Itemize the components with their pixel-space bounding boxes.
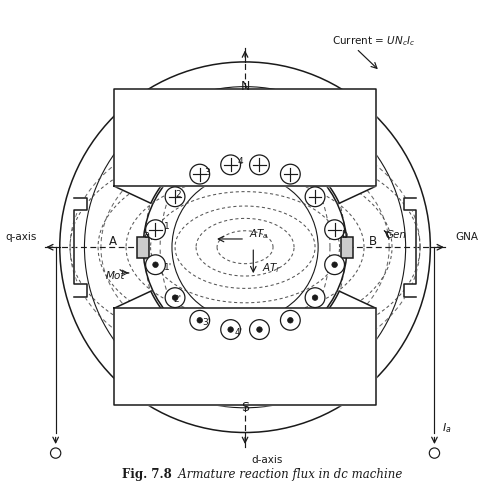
Text: Current = $UN_c I_c$: Current = $UN_c I_c$ bbox=[331, 34, 415, 48]
Circle shape bbox=[228, 327, 233, 332]
Text: 3: 3 bbox=[204, 168, 210, 177]
Circle shape bbox=[146, 220, 165, 240]
Text: $I_a$: $I_a$ bbox=[442, 422, 451, 436]
Circle shape bbox=[249, 155, 270, 174]
Circle shape bbox=[312, 295, 318, 300]
Circle shape bbox=[288, 318, 293, 323]
Circle shape bbox=[165, 288, 185, 308]
Circle shape bbox=[146, 255, 165, 274]
Circle shape bbox=[221, 155, 241, 174]
Text: 2: 2 bbox=[176, 190, 181, 199]
Circle shape bbox=[280, 310, 300, 330]
Circle shape bbox=[190, 310, 210, 330]
Circle shape bbox=[172, 295, 178, 300]
Text: N: N bbox=[241, 80, 250, 93]
Circle shape bbox=[190, 164, 210, 184]
Circle shape bbox=[197, 318, 202, 323]
Text: Fig. 7.8: Fig. 7.8 bbox=[122, 468, 171, 480]
Text: d-axis: d-axis bbox=[251, 455, 283, 465]
Circle shape bbox=[249, 320, 270, 340]
Text: S: S bbox=[241, 402, 249, 414]
Circle shape bbox=[153, 262, 158, 268]
Text: A: A bbox=[109, 234, 117, 248]
Text: Fig. 7.8   Armature reaction flux in dc machine: Fig. 7.8 Armature reaction flux in dc ma… bbox=[122, 468, 432, 480]
Text: Gen: Gen bbox=[385, 230, 406, 240]
Polygon shape bbox=[114, 291, 376, 392]
Text: $AT_a$: $AT_a$ bbox=[249, 227, 269, 240]
Circle shape bbox=[325, 255, 345, 274]
Text: q-axis: q-axis bbox=[6, 232, 37, 242]
Circle shape bbox=[332, 262, 337, 268]
Circle shape bbox=[257, 327, 262, 332]
Text: $AT_f$: $AT_f$ bbox=[262, 261, 281, 274]
Circle shape bbox=[305, 288, 325, 308]
Text: a: a bbox=[143, 230, 149, 240]
Polygon shape bbox=[74, 198, 86, 296]
Text: GNA: GNA bbox=[455, 232, 478, 242]
Text: b: b bbox=[341, 230, 347, 240]
Text: 4: 4 bbox=[237, 158, 243, 166]
Polygon shape bbox=[114, 308, 376, 406]
Text: 3': 3' bbox=[202, 318, 210, 327]
Polygon shape bbox=[404, 198, 416, 296]
Text: Armature reaction flux in dc machine: Armature reaction flux in dc machine bbox=[167, 468, 402, 480]
Circle shape bbox=[221, 320, 241, 340]
Text: 4': 4' bbox=[235, 328, 243, 337]
Circle shape bbox=[305, 187, 325, 206]
Text: B: B bbox=[369, 234, 377, 248]
Polygon shape bbox=[114, 103, 376, 204]
Polygon shape bbox=[114, 89, 376, 186]
Text: 1: 1 bbox=[164, 222, 169, 231]
Text: Mot: Mot bbox=[106, 271, 126, 281]
Circle shape bbox=[280, 164, 300, 184]
Bar bbox=[137, 237, 149, 258]
Circle shape bbox=[325, 220, 345, 240]
Text: 2': 2' bbox=[173, 295, 181, 304]
Text: 1': 1' bbox=[164, 264, 172, 272]
Bar bbox=[341, 237, 353, 258]
Circle shape bbox=[165, 187, 185, 206]
